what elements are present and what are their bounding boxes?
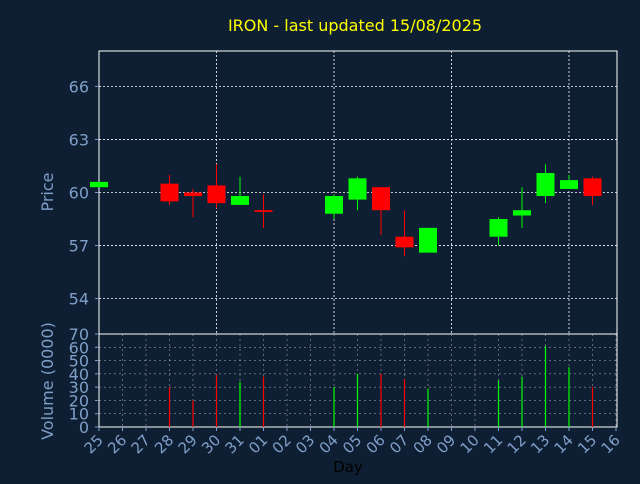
candle-body <box>348 178 367 200</box>
volume-tick-label: 30 <box>69 378 89 397</box>
candle-body <box>90 181 108 188</box>
volume-tick-label: 0 <box>79 418 89 437</box>
candle-body <box>560 180 578 189</box>
candle-body <box>513 210 531 216</box>
candle-body <box>231 196 249 205</box>
volume-tick-label: 50 <box>69 352 89 371</box>
candle-body <box>536 173 555 197</box>
volume-tick-label: 60 <box>69 338 89 357</box>
volume-tick-label: 10 <box>69 405 89 424</box>
price-tick-label: 57 <box>69 237 89 256</box>
candle-body <box>325 196 343 214</box>
candle-body <box>372 187 390 211</box>
price-tick-label: 66 <box>69 77 89 96</box>
candle-body <box>489 219 508 237</box>
candle-body <box>419 227 437 253</box>
candle-body <box>184 192 202 197</box>
candle-body <box>254 210 273 212</box>
price-tick-label: 60 <box>69 184 89 203</box>
candle-body <box>583 178 602 197</box>
candle-body <box>395 236 414 248</box>
volume-axis-label: Volume (0000) <box>38 322 57 440</box>
volume-tick-label: 40 <box>69 365 89 384</box>
volume-tick-label: 20 <box>69 391 89 410</box>
candle-body <box>207 185 226 204</box>
candle-body <box>160 183 179 202</box>
x-axis-label: Day <box>333 458 363 476</box>
price-axis-label: Price <box>38 172 57 211</box>
volume-tick-label: 70 <box>69 325 89 344</box>
price-tick-label: 54 <box>69 290 89 309</box>
price-tick-label: 63 <box>69 130 89 149</box>
chart-title: IRON - last updated 15/08/2025 <box>228 16 482 35</box>
